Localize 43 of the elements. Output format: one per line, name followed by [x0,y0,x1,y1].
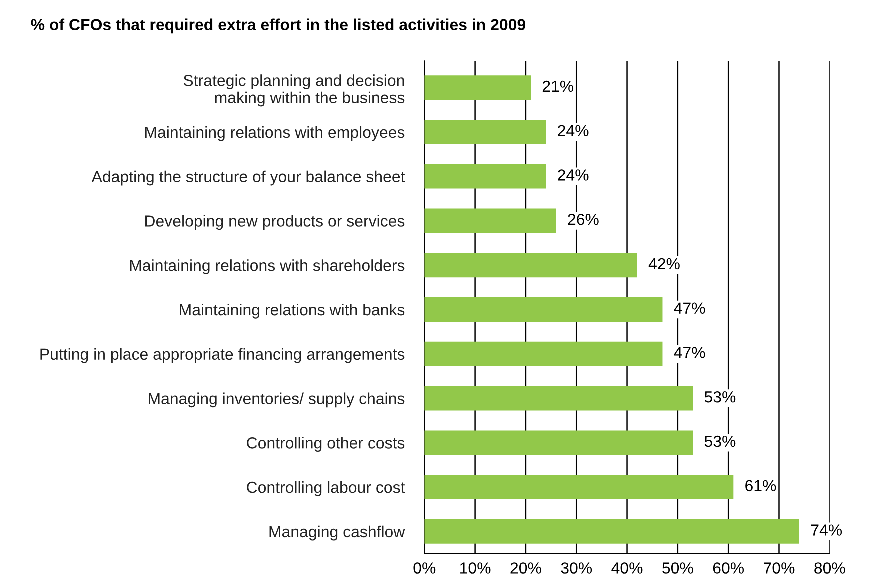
bar [424,253,638,278]
data-label: 53% [704,436,736,448]
data-label: 47% [674,347,706,358]
x-tick-label: 70% [764,562,795,574]
y-tick-label: Controlling other costs [247,437,405,452]
text: % of CFOs that required extra effort in the listed activities in 2009 [31,18,526,34]
x-tick-label: 10% [460,562,491,574]
data-label: 42% [648,258,680,270]
data-label: 61% [746,480,776,492]
x-tick-label: 0% [414,562,436,574]
bar [424,430,694,456]
data-label: 47% [674,302,706,314]
bar [424,208,556,234]
bar [424,342,663,366]
x-tick-label: 30% [561,562,592,574]
bar [424,76,532,100]
bar [424,519,800,544]
data-label: 24% [558,125,589,136]
bar [424,120,546,144]
x-tick-label: 40% [612,562,643,574]
bar [424,475,734,500]
y-tick-label: Controlling labour cost [247,481,406,496]
data-label: 74% [811,524,842,536]
x-tick-label: 80% [814,562,846,574]
x-tick-label: 60% [713,562,744,574]
x-tick-label: 20% [510,562,542,574]
x-tick-label: 50% [662,562,694,574]
y-tick-label: Managing cashflow [270,526,406,541]
bar [424,164,546,189]
y-tick-label: Adapting the structure of your balance sheet [92,170,406,186]
y-tick-label: Developing new products or services [146,215,405,230]
data-label: 26% [568,214,599,226]
data-label: 21% [542,80,574,92]
y-tick-label: Strategic planning and decision making within the business [184,74,405,107]
y-tick-label: Putting in place appropriate financing arrangements [40,348,405,364]
y-tick-label: Maintaining relations with banks [180,304,405,319]
data-label: 53% [704,391,736,403]
bar [424,298,663,322]
y-tick-label: Maintaining relations with employees [146,126,405,142]
data-label: 24% [558,170,589,181]
y-tick-label: Maintaining relations with shareholders [130,260,405,274]
y-tick-label: Managing inventories/ supply chains [149,392,405,408]
bar [424,386,694,411]
